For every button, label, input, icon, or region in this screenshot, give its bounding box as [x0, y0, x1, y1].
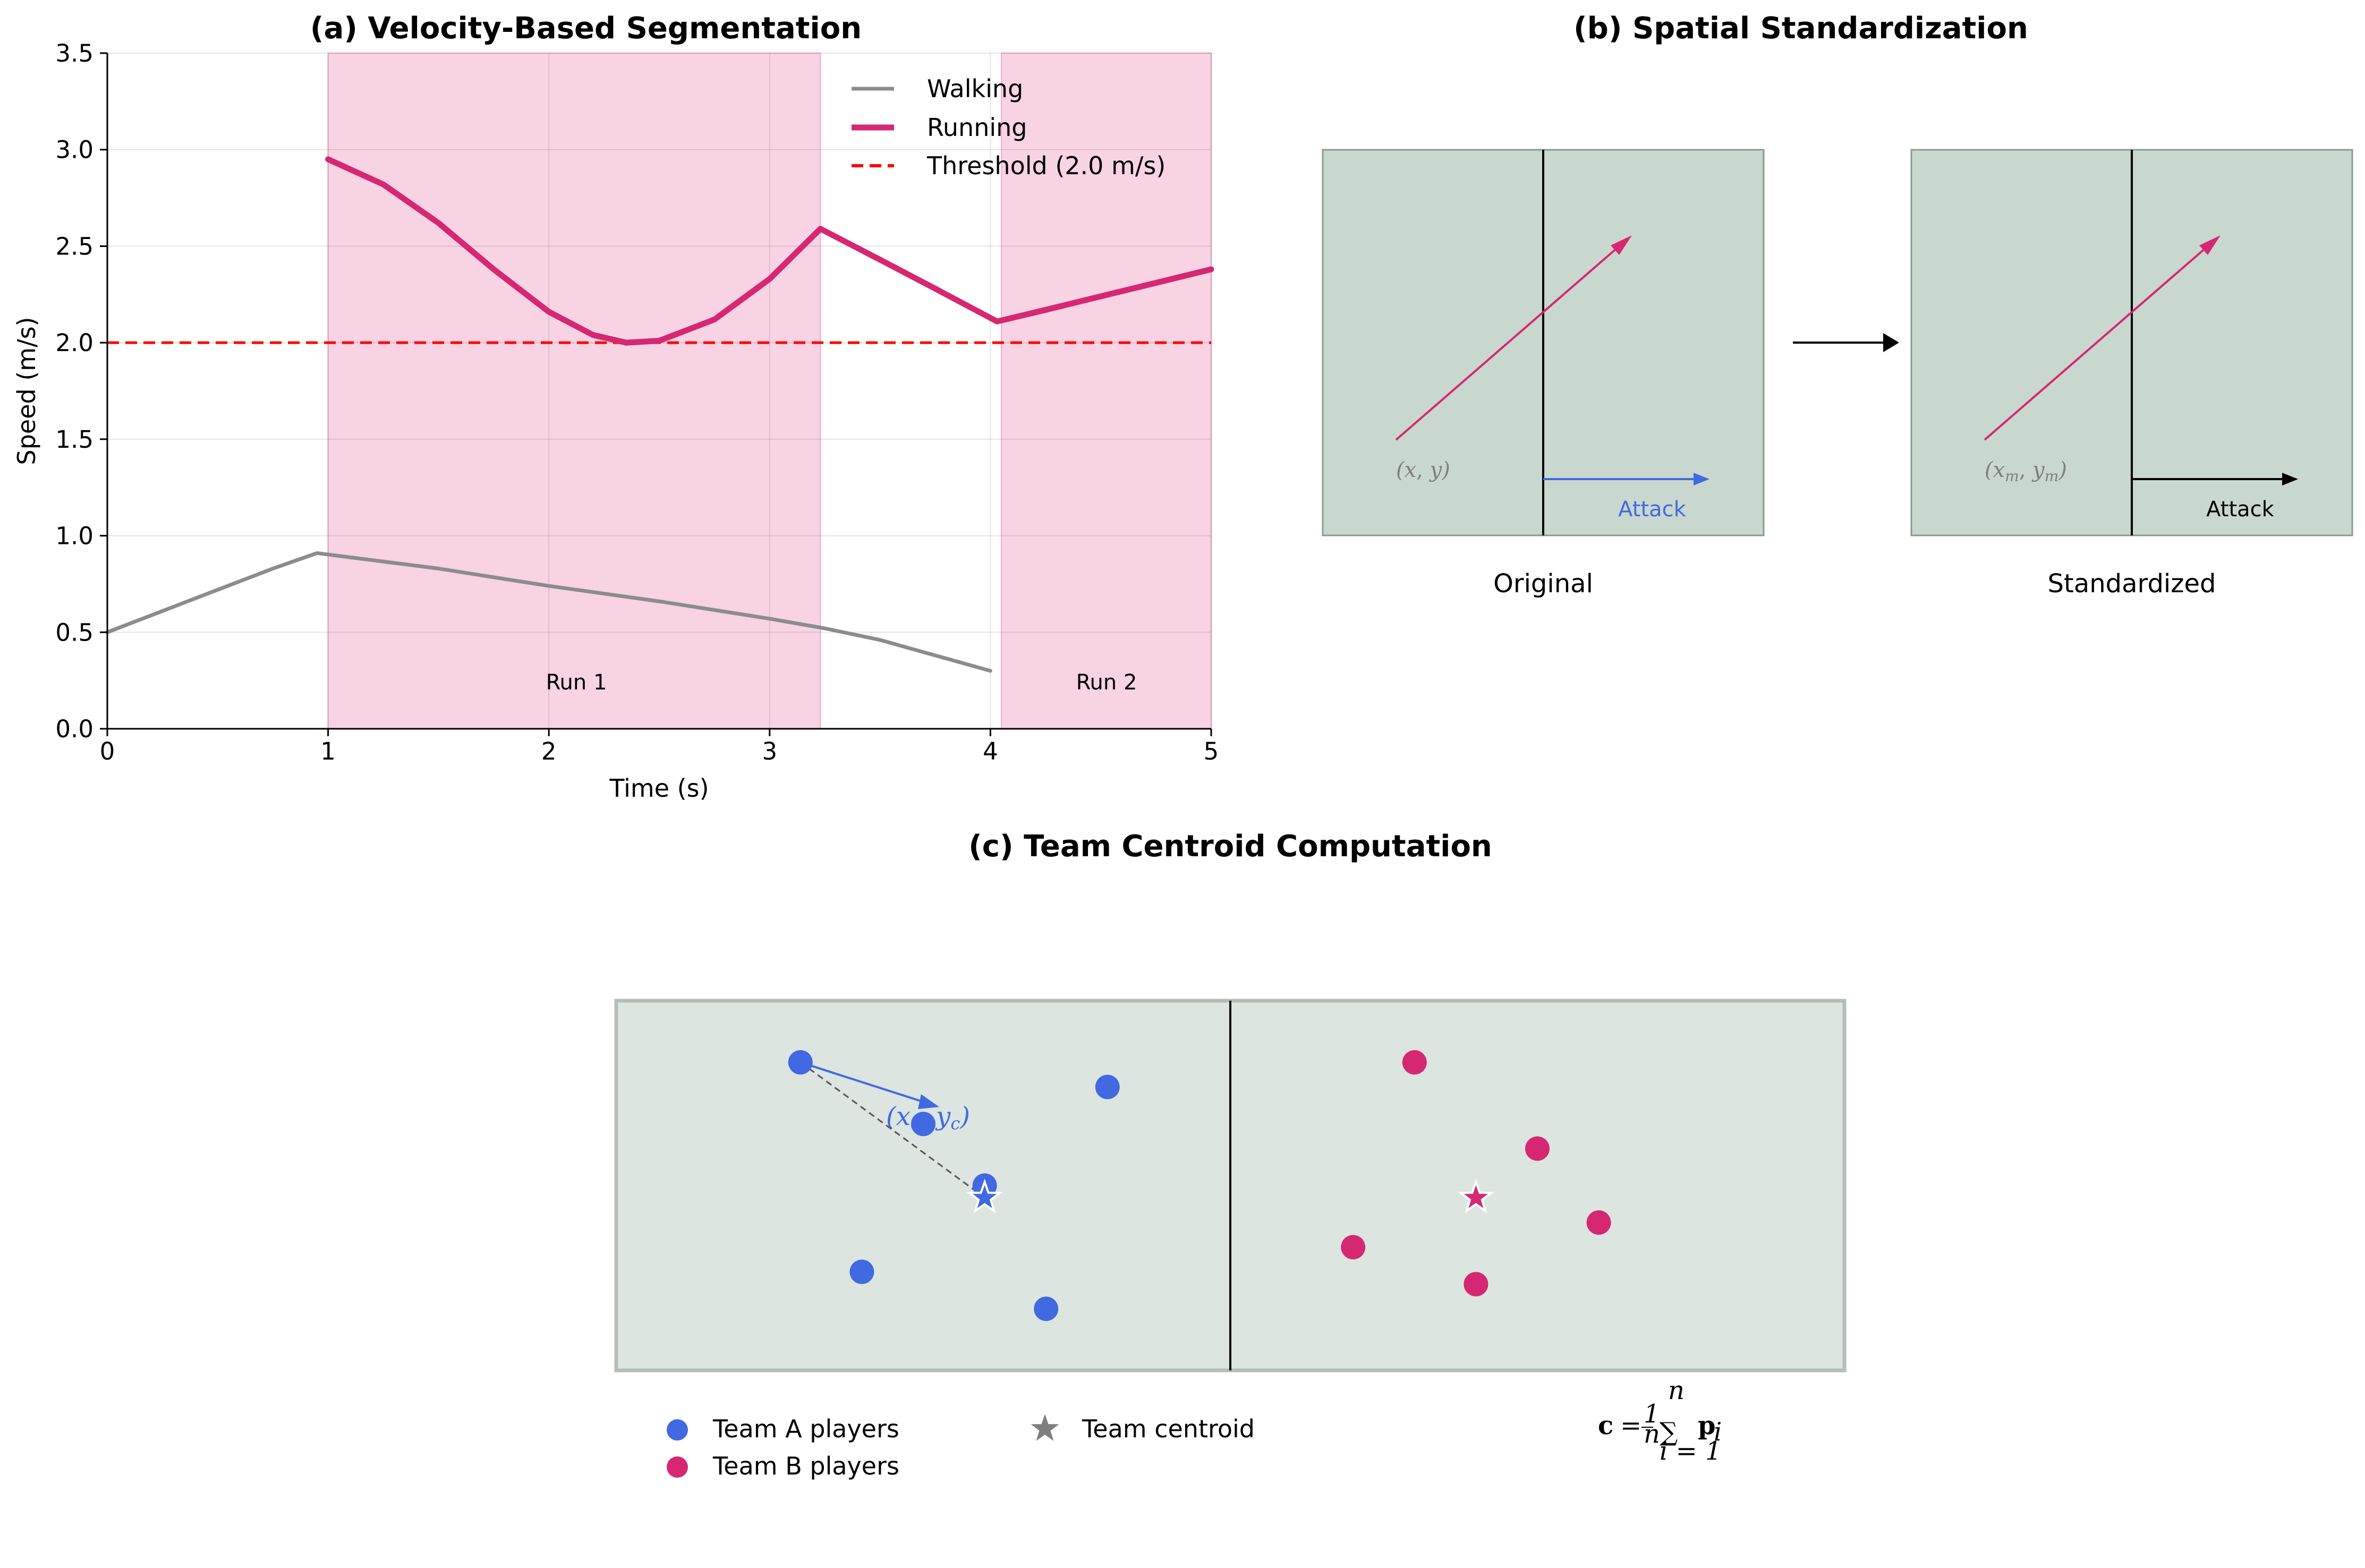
panel-b-title: (b) Spatial Standardization [1573, 11, 2028, 46]
panel-c-legend: Team A players Team B players Team centr… [667, 1414, 1255, 1480]
legend-running-label: Running [927, 113, 1027, 142]
legend-threshold-label: Threshold (2.0 m/s) [926, 151, 1166, 180]
panel-a-grid [107, 53, 1212, 729]
standardized-label: Standardized [2048, 569, 2216, 599]
original-movement-arrowhead [1611, 235, 1632, 255]
running-line [325, 156, 1214, 346]
walking-line [105, 551, 992, 673]
x-tick-label: 5 [1204, 737, 1219, 765]
panel-c-title: (c) Team Centroid Computation [968, 829, 1492, 864]
legend-centroid-star [1031, 1414, 1059, 1441]
formula-numerator: 1 [1644, 1399, 1660, 1429]
y-tick-label: 3.0 [55, 136, 93, 164]
formula-c: c [1598, 1411, 1613, 1441]
formula-upper-limit: n [1668, 1376, 1685, 1405]
formula-sigma: ∑ [1660, 1417, 1678, 1447]
x-tick-label: 2 [541, 737, 557, 765]
formula-subscript-i: i [1714, 1417, 1722, 1447]
team-a-player-marker [788, 1050, 813, 1075]
run-1-label: Run 1 [546, 670, 607, 695]
original-coord-label: (x, y) [1396, 458, 1450, 482]
y-tick-label: 1.5 [55, 425, 93, 454]
run-2-shade [1001, 53, 1212, 729]
player-centroid-link [800, 1061, 985, 1199]
legend-centroid-label: Team centroid [1082, 1414, 1255, 1443]
panel-a-title: (a) Velocity-Based Segmentation [310, 11, 862, 46]
team-centroid-panel: (c) Team Centroid Computation (xc, yc) T… [614, 829, 1847, 1480]
team-b-player-marker [1402, 1050, 1427, 1075]
y-tick-label: 2.0 [55, 329, 93, 357]
panel-a-legend: Walking Running Threshold (2.0 m/s) [852, 74, 1166, 180]
x-tick-label: 3 [762, 737, 777, 765]
formula-p: p [1698, 1411, 1716, 1441]
run-shading-group [327, 53, 1212, 729]
velocity-segmentation-panel: (a) Velocity-Based Segmentation 0 1 2 3 4 5 0.… [12, 11, 1219, 803]
x-tick-label: 1 [320, 737, 336, 765]
player-vector-arrow [800, 1061, 925, 1103]
team-b-player-marker [1525, 1136, 1550, 1161]
formula-lower-limit: i = 1 [1660, 1436, 1722, 1466]
panel-a-xlabel: Time (s) [609, 774, 709, 803]
team-a-player-marker [1095, 1075, 1120, 1100]
y-tick-label: 0.5 [55, 618, 93, 646]
player-markers [788, 1050, 1611, 1321]
transform-arrowhead [1883, 333, 1899, 352]
team-b-player-marker [1586, 1210, 1611, 1235]
centroid-formula: c = 1 n ∑ n i = 1 p i [1598, 1376, 1722, 1466]
x-tick-label: 0 [100, 737, 115, 765]
y-tick-label: 2.5 [55, 232, 93, 260]
panel-a-ylabel: Speed (m/s) [12, 317, 41, 465]
original-movement-arrow [1395, 243, 1622, 441]
team-b-centroid-star [1458, 1179, 1494, 1214]
legend-team-b-label: Team B players [712, 1452, 899, 1480]
team-a-centroid-star [966, 1179, 1003, 1214]
formula-denominator: n [1644, 1419, 1660, 1449]
y-tick-label: 3.5 [55, 39, 93, 67]
standardized-attack-label: Attack [2206, 497, 2275, 522]
run-1-shade [327, 53, 821, 729]
x-tick-label: 4 [983, 737, 998, 765]
original-attack-label: Attack [1618, 497, 1687, 522]
original-attack-arrowhead [1694, 473, 1709, 485]
standardized-attack-arrowhead [2282, 473, 2298, 485]
standardized-movement-arrowhead [2199, 235, 2221, 255]
centroid-coord-label: (xc, yc) [886, 1102, 970, 1134]
team-a-player-marker [911, 1112, 935, 1136]
spatial-standardization-panel: (b) Spatial Standardization Attack (x, y… [1322, 11, 2353, 599]
run-2-label: Run 2 [1076, 670, 1137, 695]
team-b-player-marker [1464, 1272, 1488, 1297]
team-b-player-marker [1341, 1235, 1366, 1259]
panel-a-ticks: 0 1 2 3 4 5 0.0 0.5 1.0 1.5 2.0 2.5 3.0 3.5 [55, 39, 1219, 765]
standardized-movement-arrow [1984, 243, 2211, 441]
formula-equals: = [1620, 1411, 1641, 1441]
legend-team-a-marker [667, 1419, 688, 1441]
team-a-player-marker [849, 1259, 874, 1284]
original-label: Original [1493, 569, 1593, 599]
team-a-player-marker [1034, 1297, 1059, 1321]
legend-team-a-label: Team A players [712, 1414, 899, 1443]
legend-team-b-marker [667, 1456, 688, 1478]
y-tick-label: 1.0 [55, 522, 93, 550]
panel-a-lines [105, 156, 1214, 673]
y-tick-label: 0.0 [55, 715, 93, 743]
player-vector-arrowhead [918, 1094, 939, 1109]
standardized-coord-label: (xm, ym) [1985, 458, 2067, 485]
legend-walking-label: Walking [927, 74, 1023, 103]
